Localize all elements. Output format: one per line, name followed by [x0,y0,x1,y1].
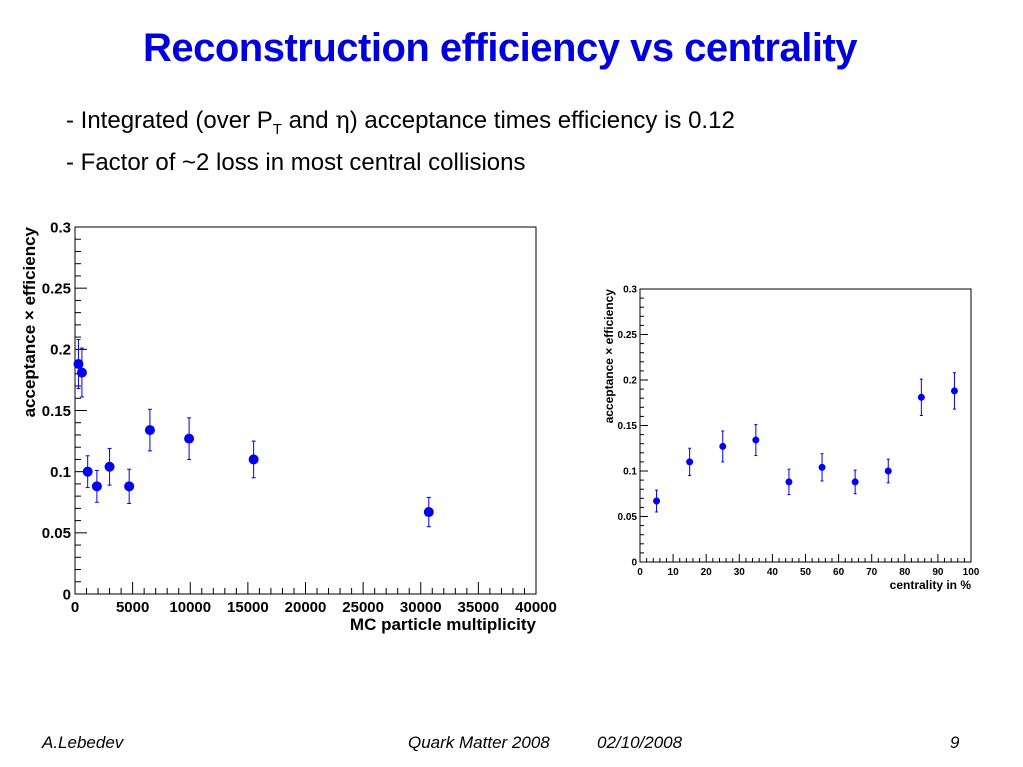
y-tick-label: 0.05 [42,525,71,542]
y-tick-label: 0.1 [623,467,637,478]
y-tick-label: 0.25 [42,280,71,297]
x-tick-label: 35000 [458,599,500,616]
x-axis-label: MC particle multiplicity [350,615,537,634]
x-tick-label: 10000 [169,599,211,616]
y-tick-label: 0.2 [50,342,71,359]
y-axis-label: acceptance × efficiency [20,226,39,417]
x-tick-label: 50 [800,567,812,578]
data-point [248,454,259,465]
data-point [104,461,115,472]
x-tick-label: 40 [767,567,779,578]
data-point [423,507,434,518]
x-tick-label: 60 [833,567,845,578]
bullet-text: - Integrated (over P [66,107,273,134]
data-point [719,442,727,450]
y-tick-label: 0 [63,586,71,603]
x-tick-label: 0 [71,599,79,616]
x-tick-label: 0 [637,567,643,578]
footer-page-number: 9 [950,733,960,752]
chart-centrality: 0 10 20 30 40 50 60 70 80 90 100 0 0.05 0.1 0.15 0.2 0.2… [602,285,980,593]
slide-title: Reconstruction efficiency vs centrality [142,26,858,70]
y-tick-label: 0.1 [50,464,71,481]
data-point [851,478,859,486]
footer-conference: Quark Matter 2008 [408,733,550,752]
x-tick-label: 30 [734,567,746,578]
subscript-t: T [272,120,282,138]
footer-author: A.Lebedev [42,733,124,752]
x-tick-label: 70 [866,567,878,578]
y-tick-label: 0.2 [623,376,637,387]
x-tick-label: 80 [899,567,911,578]
data-point [785,478,793,486]
x-tick-label: 100 [963,567,980,578]
greek-eta: η [335,106,350,134]
x-tick-label: 20 [701,567,713,578]
y-tick-label: 0.3 [623,285,637,296]
bullet-text: and [281,107,336,134]
x-axis-label: centrality in % [890,578,972,592]
x-tick-label: 90 [932,567,944,578]
data-point [818,463,826,471]
data-point [82,466,93,477]
data-point [653,497,661,505]
data-point [91,481,102,492]
x-tick-label: 10 [668,567,680,578]
bullet-factor: - Factor of ~2 loss in most central coll… [66,148,526,176]
y-tick-label: 0.25 [618,330,638,341]
data-point [73,359,84,370]
data-point [752,436,760,444]
data-point [686,458,694,466]
data-point [144,425,155,436]
x-tick-label: 30000 [400,599,442,616]
y-tick-label: 0.3 [50,219,71,236]
x-tick-label: 40000 [515,599,557,616]
x-tick-label: 20000 [285,599,327,616]
plot-frame [639,288,972,563]
y-tick-label: 0.05 [618,512,638,523]
bullet-integrated: - Integrated (over PT and η) acceptance … [66,104,735,146]
footer-date: 02/10/2008 [597,733,683,752]
x-tick-label: 25000 [342,599,384,616]
data-point [950,387,958,395]
plot-frame [74,226,537,595]
y-axis-label: acceptance × efficiency [602,289,616,424]
y-tick-label: 0.15 [42,403,71,420]
data-point [884,467,892,475]
x-tick-label: 5000 [116,599,149,616]
data-point [917,393,925,401]
bullet-list: - Integrated (over PT and η) acceptance … [66,104,735,179]
data-point [124,481,135,492]
bullet-text: ) acceptance times efficiency is 0.12 [349,107,735,134]
y-tick-label: 0 [631,558,637,569]
x-tick-label: 15000 [227,599,269,616]
chart-multiplicity: 0 5000 10000 15000 20000 25000 30000 35000 40000… [20,219,557,634]
data-point [76,367,87,378]
data-point [184,433,195,444]
y-tick-label: 0.15 [618,421,638,432]
